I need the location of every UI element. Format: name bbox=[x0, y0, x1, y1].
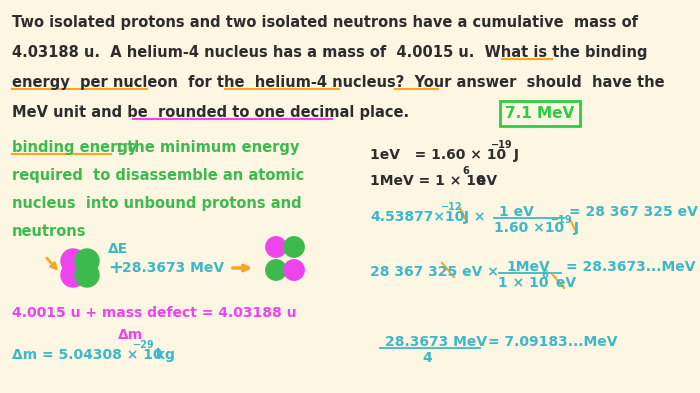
Text: −29: −29 bbox=[133, 340, 154, 350]
Text: neutrons: neutrons bbox=[12, 224, 87, 239]
Text: −19: −19 bbox=[491, 140, 512, 150]
Text: required  to disassemble an atomic: required to disassemble an atomic bbox=[12, 168, 304, 183]
Text: −19: −19 bbox=[551, 215, 573, 225]
Text: 1 eV: 1 eV bbox=[499, 205, 534, 219]
Circle shape bbox=[284, 237, 304, 257]
Bar bbox=[500, 101, 580, 126]
Text: Two isolated protons and two isolated neutrons have a cumulative  mass of: Two isolated protons and two isolated ne… bbox=[12, 15, 638, 30]
Circle shape bbox=[75, 263, 99, 287]
Text: kg: kg bbox=[150, 348, 174, 362]
Text: eV: eV bbox=[473, 174, 498, 188]
Text: J: J bbox=[569, 221, 579, 235]
Text: nucleus  into unbound protons and: nucleus into unbound protons and bbox=[12, 196, 302, 211]
Circle shape bbox=[61, 263, 85, 287]
Text: binding energy: binding energy bbox=[12, 140, 137, 155]
Circle shape bbox=[61, 249, 85, 273]
Circle shape bbox=[75, 249, 99, 273]
Text: 1.60 ×10: 1.60 ×10 bbox=[494, 221, 564, 235]
Text: 4.0015 u + mass defect = 4.03188 u: 4.0015 u + mass defect = 4.03188 u bbox=[12, 306, 297, 320]
Text: = 7.09183...MeV: = 7.09183...MeV bbox=[488, 335, 617, 349]
Circle shape bbox=[266, 260, 286, 280]
Text: 28.3673 MeV: 28.3673 MeV bbox=[385, 335, 487, 349]
Text: Δm = 5.04308 × 10: Δm = 5.04308 × 10 bbox=[12, 348, 162, 362]
Text: −12: −12 bbox=[441, 202, 463, 212]
Text: eV: eV bbox=[551, 276, 576, 290]
Text: = 28 367 325 eV: = 28 367 325 eV bbox=[569, 205, 698, 219]
Text: : the minimum energy: : the minimum energy bbox=[111, 140, 300, 155]
Text: 28.3673 MeV: 28.3673 MeV bbox=[122, 261, 224, 275]
Text: 4.53877×10: 4.53877×10 bbox=[370, 210, 464, 224]
Text: +: + bbox=[108, 259, 123, 277]
Text: 6: 6 bbox=[541, 270, 548, 280]
Circle shape bbox=[284, 260, 304, 280]
Text: 1MeV: 1MeV bbox=[507, 260, 550, 274]
Text: J ×: J × bbox=[459, 210, 486, 224]
Text: 28 367 325 eV ×: 28 367 325 eV × bbox=[370, 265, 499, 279]
Text: 4: 4 bbox=[422, 351, 432, 365]
Text: energy  per nucleon  for the  helium-4 nucleus?  Your answer  should  have the: energy per nucleon for the helium-4 nucl… bbox=[12, 75, 664, 90]
Text: 1MeV = 1 × 10: 1MeV = 1 × 10 bbox=[370, 174, 486, 188]
Text: 7.1 MeV: 7.1 MeV bbox=[505, 106, 575, 121]
Text: 1 × 10: 1 × 10 bbox=[498, 276, 549, 290]
Text: MeV unit and be  rounded to one decimal place.: MeV unit and be rounded to one decimal p… bbox=[12, 105, 409, 120]
Text: ΔE: ΔE bbox=[108, 242, 128, 256]
Text: 1eV   = 1.60 × 10: 1eV = 1.60 × 10 bbox=[370, 148, 506, 162]
Text: = 28.3673...MeV: = 28.3673...MeV bbox=[566, 260, 695, 274]
Text: Δm: Δm bbox=[118, 328, 143, 342]
Text: J: J bbox=[509, 148, 519, 162]
Text: 4.03188 u.  A helium-4 nucleus has a mass of  4.0015 u.  What is the binding: 4.03188 u. A helium-4 nucleus has a mass… bbox=[12, 45, 648, 60]
Text: 6: 6 bbox=[462, 166, 469, 176]
Circle shape bbox=[266, 237, 286, 257]
